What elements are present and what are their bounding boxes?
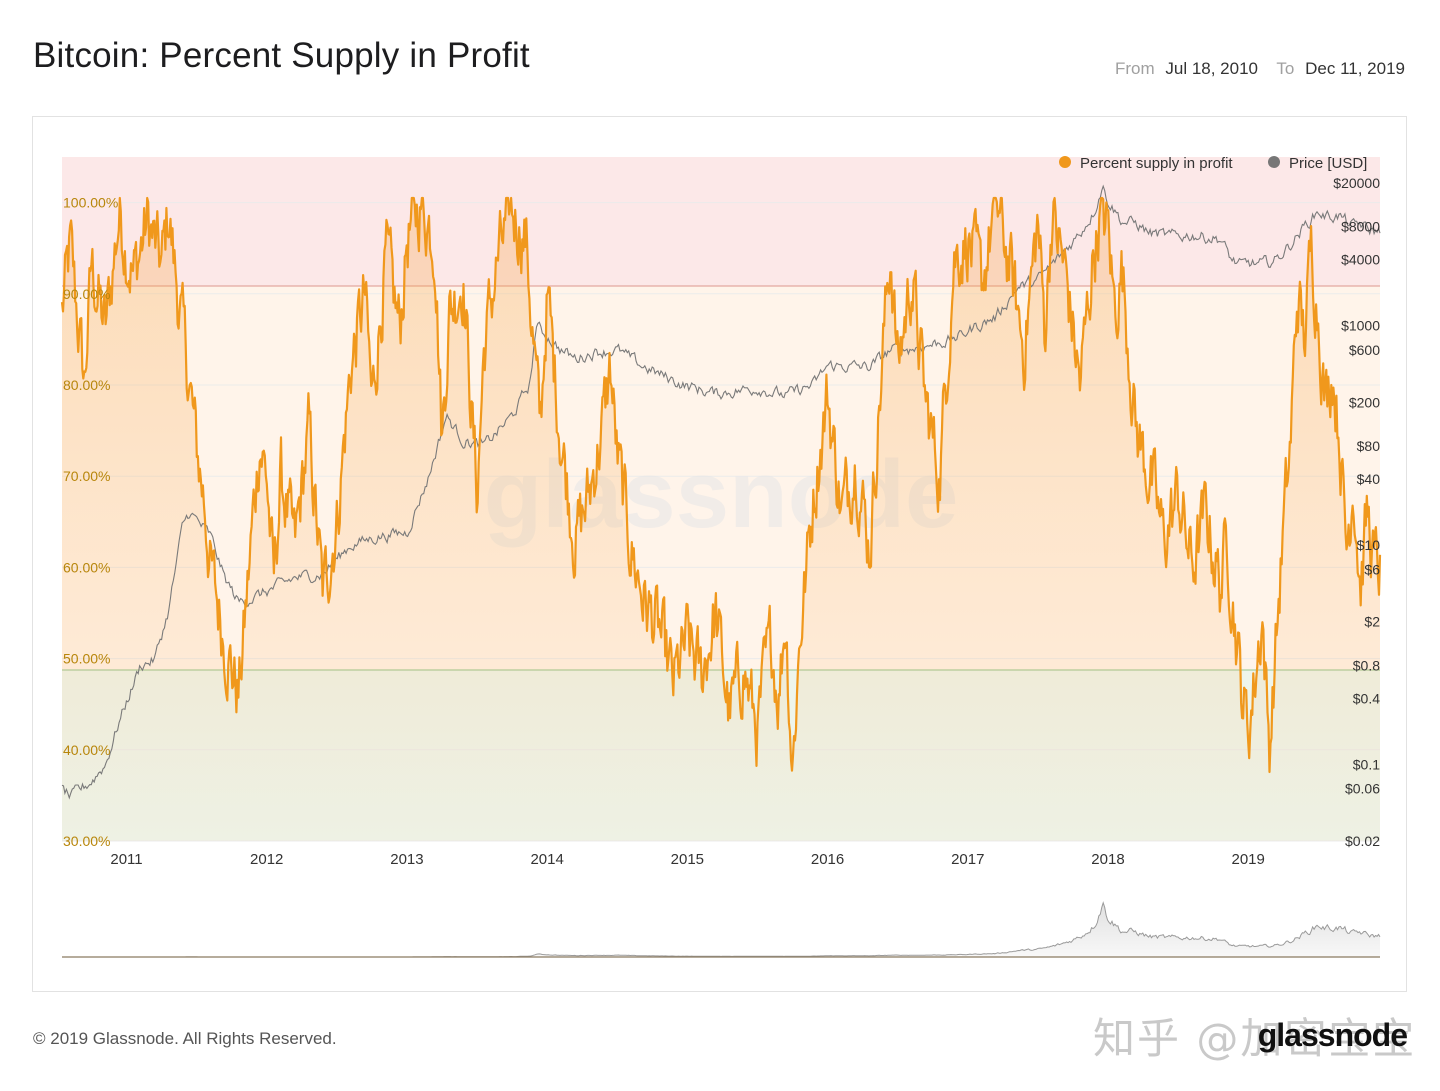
page-title: Bitcoin: Percent Supply in Profit: [33, 36, 530, 75]
profit-area-fill: [62, 198, 1380, 841]
right-tick-label: $0.02: [1345, 833, 1380, 849]
right-tick-label: $80: [1357, 438, 1381, 454]
x-tick-label: 2019: [1232, 851, 1265, 868]
legend-label-price[interactable]: Price [USD]: [1289, 155, 1367, 172]
right-tick-label: $0.8: [1353, 657, 1380, 673]
watermark-text: 知乎 @加密宝宝: [1093, 1014, 1417, 1063]
from-date[interactable]: Jul 18, 2010: [1165, 59, 1258, 78]
copyright: © 2019 Glassnode. All Rights Reserved.: [33, 1029, 337, 1048]
x-tick-label: 2011: [110, 851, 142, 868]
left-tick-label: 70.00%: [63, 468, 110, 484]
left-tick-label: 100.00%: [63, 195, 118, 211]
right-tick-label: $1000: [1341, 318, 1380, 334]
right-tick-label: $40: [1357, 471, 1381, 487]
x-tick-label: 2012: [250, 851, 283, 868]
right-tick-label: $200: [1349, 394, 1380, 410]
right-tick-label: $0.1: [1353, 756, 1380, 772]
right-tick-label: $10: [1357, 537, 1381, 553]
from-label: From: [1114, 59, 1155, 78]
legend: Percent supply in profit Price [USD]: [1059, 155, 1367, 172]
to-date[interactable]: Dec 11, 2019: [1305, 59, 1405, 78]
to-label: To: [1276, 59, 1295, 78]
x-tick-label: 2017: [951, 851, 984, 868]
right-tick-label: $8000: [1341, 219, 1380, 235]
right-tick-label: $4000: [1341, 252, 1380, 268]
left-tick-label: 60.00%: [63, 559, 110, 575]
x-tick-label: 2013: [390, 851, 423, 868]
right-tick-label: $0.06: [1345, 781, 1380, 797]
navigator-area: [62, 902, 1380, 957]
zone-high: [62, 157, 1380, 286]
right-tick-label: $6: [1364, 561, 1380, 577]
left-tick-label: 80.00%: [63, 377, 110, 393]
left-tick-label: 40.00%: [63, 742, 110, 758]
profit-line[interactable]: [60, 196, 1382, 774]
chart-svg[interactable]: glassnode 100.00%90.00%80.00%70.00%60.00…: [33, 117, 1406, 991]
right-tick-label: $0.4: [1353, 690, 1380, 706]
left-tick-label: 90.00%: [63, 286, 110, 302]
glassnode-logo: glassnode: [1257, 1017, 1408, 1053]
x-tick-label: 2014: [530, 851, 563, 868]
legend-dot-price: [1268, 156, 1280, 168]
right-tick-label: $20000: [1333, 175, 1380, 191]
x-tick-label: 2018: [1091, 851, 1124, 868]
left-tick-label: 50.00%: [63, 651, 110, 667]
left-tick-label: 30.00%: [63, 833, 110, 849]
right-tick-label: $2: [1364, 614, 1380, 630]
chart-panel: glassnode 100.00% 90.00% 80.00% 70.00% 60.00…: [32, 116, 1407, 992]
date-range[interactable]: From Jul 18, 2010 To Dec 11, 2019: [1115, 59, 1405, 79]
x-tick-label: 2016: [811, 851, 844, 868]
legend-label-profit[interactable]: Percent supply in profit: [1080, 155, 1233, 172]
legend-dot-profit: [1059, 156, 1071, 168]
x-tick-label: 2015: [671, 851, 704, 868]
right-tick-label: $600: [1349, 342, 1380, 358]
price-line[interactable]: [61, 184, 1381, 800]
